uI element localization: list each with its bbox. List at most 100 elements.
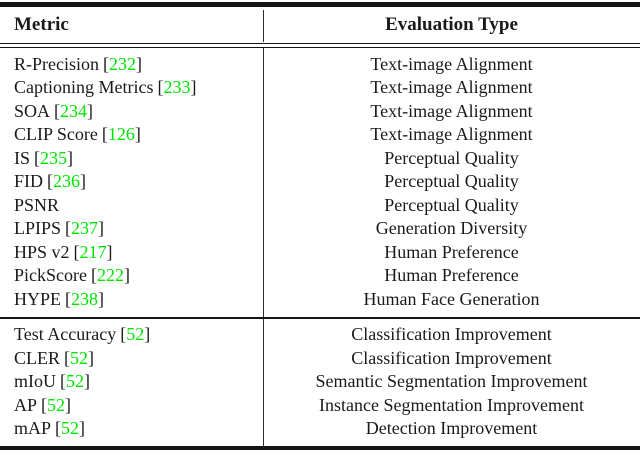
- metric-cell: HYPE [238]: [0, 288, 263, 311]
- citation-number: 234: [60, 100, 88, 121]
- metric-cell: FID [236]: [0, 170, 263, 193]
- column-divider-line: [262, 47, 264, 318]
- metric-cell: PSNR: [0, 194, 263, 217]
- citation-ref[interactable]: [238]: [65, 289, 104, 309]
- citation-ref[interactable]: [233]: [157, 77, 196, 97]
- metric-label: CLIP Score: [14, 124, 98, 145]
- citation-bracket-open: [: [101, 124, 108, 145]
- column-header-evaluation-type: Evaluation Type: [385, 14, 518, 35]
- citation-number: 126: [107, 124, 135, 145]
- citation-number: 238: [71, 288, 99, 309]
- table-section-generation-metrics: R-Precision [232] Text-image Alignment Ca…: [0, 47, 640, 318]
- metric-label: HPS v2: [14, 241, 70, 262]
- metric-label: R-Precision: [14, 53, 99, 74]
- citation-ref[interactable]: [52]: [41, 395, 71, 415]
- citation-bracket-close: ]: [106, 241, 113, 262]
- citation-bracket-open: [: [41, 394, 48, 415]
- citation-bracket-open: [: [103, 53, 109, 74]
- metric-cell: Captioning Metrics [233]: [0, 76, 263, 99]
- evaluation-type-cell: Instance Segmentation Improvement: [319, 394, 584, 415]
- column-divider-line: [262, 9, 264, 42]
- table-row: R-Precision [232] Text-image Alignment: [0, 53, 640, 77]
- metric-cell: R-Precision [232]: [0, 53, 263, 76]
- metric-label: FID: [14, 171, 44, 192]
- metric-cell: AP [52]: [0, 394, 263, 417]
- table-row: CLER [52] Classification Improvement: [0, 347, 640, 371]
- citation-number: 232: [109, 53, 136, 74]
- citation-number: 52: [66, 371, 84, 392]
- metric-cell: CLER [52]: [0, 347, 263, 370]
- table-row: mIoU [52] Semantic Segmentation Improveme…: [0, 370, 640, 394]
- citation-ref[interactable]: [52]: [55, 418, 85, 438]
- evaluation-type-cell: Text-image Alignment: [370, 77, 533, 98]
- table-row: Test Accuracy [52] Classification Improve…: [0, 323, 640, 347]
- citation-ref[interactable]: [52]: [120, 324, 150, 344]
- table-row: mAP [52] Detection Improvement: [0, 417, 640, 441]
- evaluation-type-cell: Human Preference: [384, 265, 519, 286]
- metric-label: mAP: [14, 418, 52, 439]
- metric-label: CLER: [14, 347, 61, 368]
- citation-number: 233: [163, 77, 191, 98]
- citation-bracket-close: ]: [98, 288, 105, 309]
- metric-label: LPIPS: [14, 218, 62, 239]
- citation-bracket-open: [: [60, 371, 66, 392]
- metric-cell: PickScore [222]: [0, 264, 263, 287]
- citation-number: 236: [53, 171, 81, 192]
- citation-bracket-open: [: [65, 218, 72, 239]
- metric-cell: HPS v2 [217]: [0, 241, 263, 264]
- metric-label: Captioning Metrics: [14, 77, 154, 98]
- citation-ref[interactable]: [232]: [103, 54, 142, 74]
- evaluation-type-cell: Classification Improvement: [351, 347, 552, 368]
- citation-ref[interactable]: [52]: [64, 348, 94, 368]
- metric-label: PickScore: [14, 265, 87, 286]
- citation-bracket-open: [: [47, 171, 54, 192]
- citation-ref[interactable]: [234]: [54, 101, 93, 121]
- table-row: Captioning Metrics [233] Text-image Align…: [0, 76, 640, 100]
- citation-bracket-close: ]: [98, 218, 105, 239]
- table-header-row: Metric Evaluation Type: [0, 7, 640, 43]
- evaluation-type-cell: Text-image Alignment: [370, 100, 533, 121]
- evaluation-type-cell: Perceptual Quality: [384, 194, 519, 215]
- citation-ref[interactable]: [217]: [74, 242, 113, 262]
- evaluation-type-cell: Text-image Alignment: [370, 124, 533, 145]
- metric-cell: Test Accuracy [52]: [0, 323, 263, 346]
- citation-ref[interactable]: [126]: [102, 124, 141, 144]
- citation-ref[interactable]: [235]: [34, 148, 73, 168]
- section-divider-rule: [0, 317, 640, 320]
- citation-number: 217: [79, 241, 107, 262]
- citation-number: 52: [47, 394, 66, 415]
- table-row: FID [236] Perceptual Quality: [0, 170, 640, 194]
- metric-label: AP: [14, 394, 38, 415]
- evaluation-type-cell: Perceptual Quality: [384, 171, 519, 192]
- metric-label: HYPE: [14, 288, 62, 309]
- citation-bracket-open: [: [64, 347, 71, 368]
- citation-bracket-close: ]: [88, 347, 95, 368]
- column-header-metric: Metric: [14, 14, 69, 35]
- citation-bracket-close: ]: [79, 418, 86, 439]
- citation-ref[interactable]: [52]: [60, 371, 90, 391]
- metric-label: SOA: [14, 100, 51, 121]
- citation-ref[interactable]: [222]: [91, 265, 130, 285]
- metric-label: mIoU: [14, 371, 56, 392]
- citation-number: 237: [71, 218, 99, 239]
- metric-cell: IS [235]: [0, 147, 263, 170]
- citation-bracket-close: ]: [136, 53, 142, 74]
- column-divider-line: [262, 319, 264, 446]
- citation-number: 52: [61, 418, 80, 439]
- metric-cell: CLIP Score [126]: [0, 123, 263, 146]
- citation-ref[interactable]: [237]: [65, 218, 104, 238]
- evaluation-type-cell: Human Face Generation: [363, 288, 540, 309]
- citation-bracket-close: ]: [80, 171, 87, 192]
- evaluation-type-cell: Text-image Alignment: [370, 53, 533, 74]
- citation-ref[interactable]: [236]: [47, 171, 86, 191]
- table-bottom-rule: [0, 445, 640, 451]
- table-row: CLIP Score [126] Text-image Alignment: [0, 123, 640, 147]
- citation-bracket-close: ]: [123, 265, 130, 286]
- evaluation-type-cell: Semantic Segmentation Improvement: [315, 371, 588, 392]
- evaluation-type-cell: Classification Improvement: [351, 324, 552, 345]
- metric-label: Test Accuracy: [14, 324, 117, 345]
- citation-bracket-open: [: [73, 241, 80, 262]
- metric-cell: mAP [52]: [0, 417, 263, 440]
